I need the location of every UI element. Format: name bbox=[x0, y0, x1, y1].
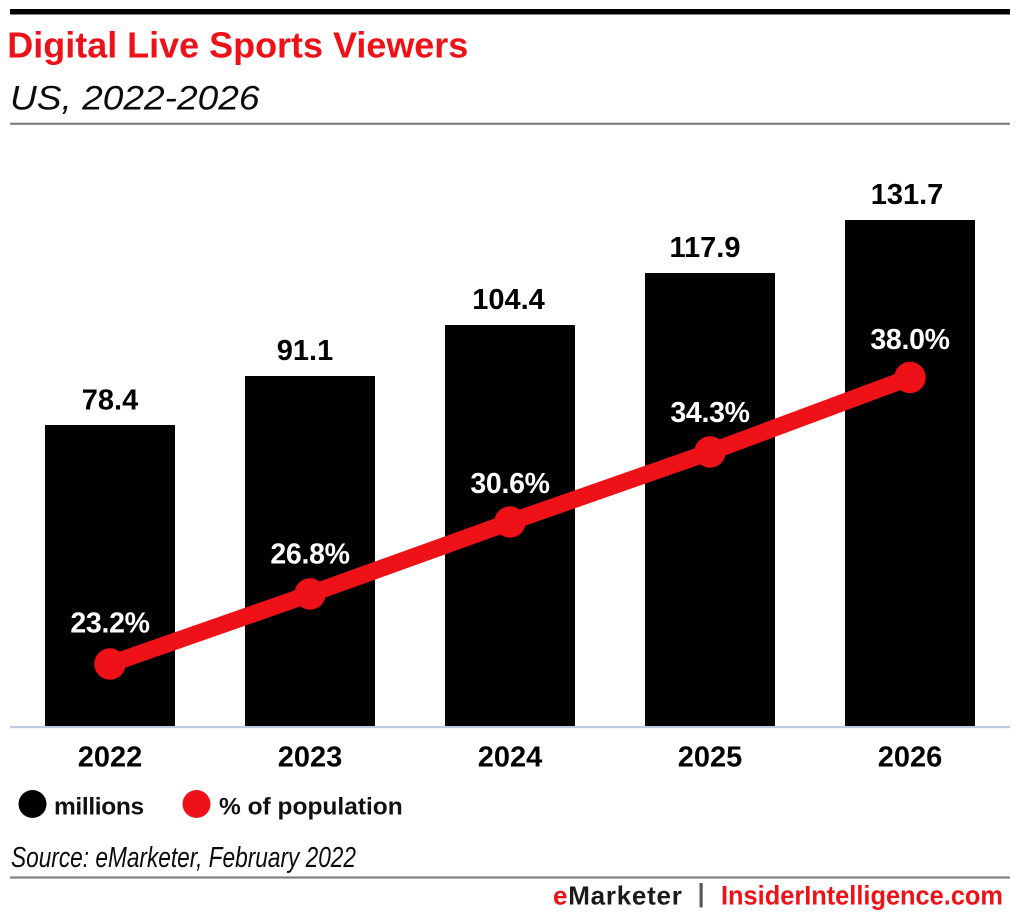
svg-text:2022: 2022 bbox=[78, 741, 143, 773]
svg-text:2024: 2024 bbox=[478, 741, 543, 773]
svg-text:91.1: 91.1 bbox=[277, 335, 333, 367]
svg-text:2023: 2023 bbox=[278, 741, 343, 773]
svg-text:117.9: 117.9 bbox=[670, 232, 741, 264]
svg-text:US, 2022-2026: US, 2022-2026 bbox=[10, 79, 260, 117]
svg-text:eMarketer: eMarketer bbox=[553, 880, 683, 910]
svg-text:2026: 2026 bbox=[878, 741, 943, 773]
svg-text:millions: millions bbox=[54, 794, 144, 821]
svg-text:104.4: 104.4 bbox=[472, 284, 545, 316]
svg-text:78.4: 78.4 bbox=[82, 385, 138, 417]
svg-text:26.8%: 26.8% bbox=[270, 539, 349, 571]
svg-text:131.7: 131.7 bbox=[871, 179, 944, 211]
svg-text:Digital Live Sports Viewers: Digital Live Sports Viewers bbox=[7, 24, 468, 65]
svg-text:23.2%: 23.2% bbox=[70, 608, 149, 640]
svg-text:30.6%: 30.6% bbox=[470, 468, 549, 500]
svg-text:Source: eMarketer, February 20: Source: eMarketer, February 2022 bbox=[11, 842, 356, 874]
svg-text:InsiderIntelligence.com: InsiderIntelligence.com bbox=[721, 881, 1003, 911]
svg-text:38.0%: 38.0% bbox=[870, 324, 949, 356]
svg-text:2025: 2025 bbox=[678, 741, 743, 773]
svg-text:34.3%: 34.3% bbox=[670, 397, 749, 429]
svg-text:% of population: % of population bbox=[219, 794, 403, 821]
